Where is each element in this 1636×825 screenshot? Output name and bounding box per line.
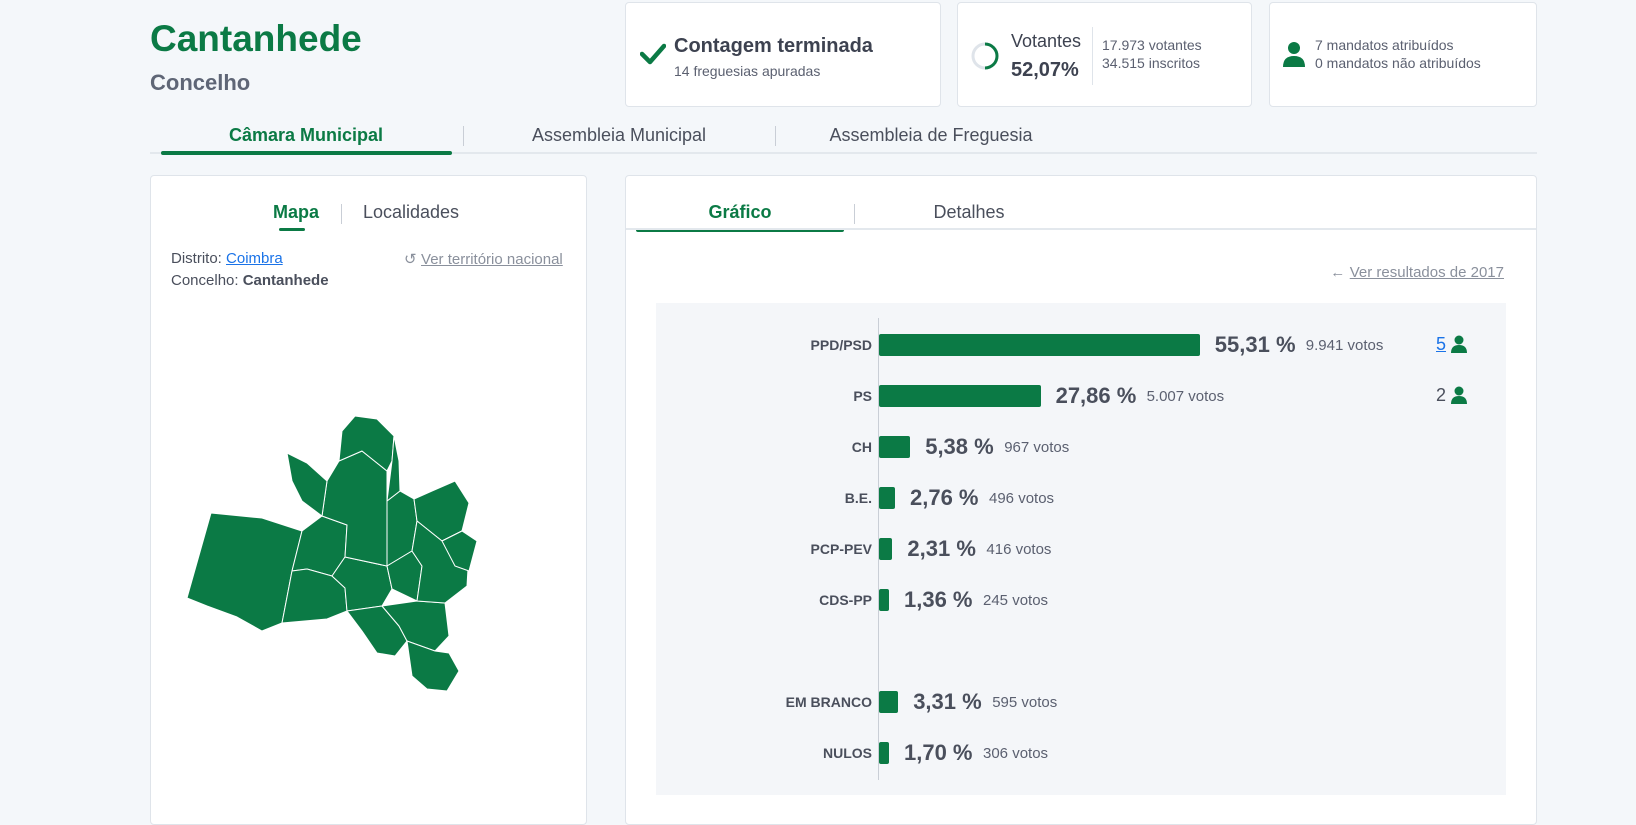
- check-icon: [640, 43, 666, 65]
- person-icon: [1283, 42, 1305, 67]
- seat-count[interactable]: 5: [1436, 334, 1447, 354]
- tab-divider: [463, 126, 464, 146]
- category-label: PS: [853, 388, 872, 404]
- votes-label: 496 votos: [989, 490, 1055, 507]
- previous-results-link[interactable]: Ver resultados de 2017: [1349, 264, 1504, 281]
- bar[interactable]: [879, 538, 893, 560]
- page-title: Cantanhede: [150, 18, 362, 59]
- tabs-baseline: [626, 228, 1536, 230]
- active-tab-indicator: [636, 228, 844, 232]
- national-territory-link[interactable]: Ver território nacional: [421, 251, 563, 268]
- category-label: CH: [851, 439, 872, 455]
- registered-count: 34.515 inscritos: [1102, 55, 1201, 71]
- progress-ring-icon: [971, 42, 999, 70]
- parish-shape: [321, 450, 388, 567]
- percentage-label: 2,31 %: [907, 536, 976, 561]
- seat-count: 2: [1436, 385, 1447, 405]
- votes-label: 595 votos: [992, 694, 1058, 711]
- category-label: PPD/PSD: [810, 337, 872, 353]
- seats-assigned: 7 mandatos atribuídos: [1315, 37, 1454, 53]
- active-tab-indicator: [161, 151, 452, 155]
- votes-label: 306 votos: [983, 745, 1049, 762]
- percentage-label: 3,31 %: [913, 689, 982, 714]
- category-label: B.E.: [844, 490, 872, 506]
- person-icon: [1451, 386, 1467, 404]
- category-label: CDS-PP: [819, 592, 872, 608]
- arrow-left-icon: ←: [1330, 264, 1346, 281]
- category-label: EM BRANCO: [785, 694, 872, 710]
- voters-count: 17.973 votantes: [1102, 37, 1202, 53]
- county-row: Concelho: Cantanhede: [171, 272, 329, 289]
- count-status-card: Contagem terminada 14 freguesias apurada…: [625, 2, 941, 107]
- parish-shape: [286, 452, 328, 517]
- voters-card: Votantes 52,07% 17.973 votantes 34.515 i…: [957, 2, 1252, 107]
- seats-card: 7 mandatos atribuídos 0 mandatos não atr…: [1269, 2, 1537, 107]
- tab-assembleia-freguesia[interactable]: Assembleia de Freguesia: [829, 125, 1033, 145]
- active-tab-indicator: [279, 228, 305, 231]
- person-icon: [1451, 335, 1467, 353]
- votes-label: 416 votos: [986, 541, 1052, 558]
- bar[interactable]: [879, 487, 895, 509]
- tab-camara-municipal[interactable]: Câmara Municipal: [228, 125, 384, 145]
- parish-shape: [406, 640, 460, 691]
- bar[interactable]: [879, 589, 889, 611]
- count-title: Contagem terminada: [674, 35, 873, 57]
- district-link[interactable]: Coimbra: [226, 250, 283, 267]
- votes-label: 967 votos: [1004, 439, 1070, 456]
- undo-icon: ↺: [404, 251, 417, 268]
- tab-mapa[interactable]: Mapa: [272, 202, 319, 222]
- percentage-label: 1,36 %: [904, 587, 973, 612]
- chart-area: [656, 303, 1506, 795]
- category-label: NULOS: [823, 745, 872, 761]
- tab-divider: [341, 204, 342, 224]
- percentage-label: 2,76 %: [910, 485, 979, 510]
- tab-localidades[interactable]: Localidades: [362, 202, 460, 222]
- percentage-label: 27,86 %: [1055, 383, 1137, 408]
- county-map[interactable]: [187, 391, 547, 691]
- count-subtitle: 14 freguesias apuradas: [674, 63, 821, 79]
- chart-axis: [878, 318, 879, 780]
- votes-label: 9.941 votos: [1305, 337, 1384, 354]
- tab-divider: [775, 126, 776, 146]
- votes-label: 5.007 votos: [1146, 388, 1225, 405]
- parish-shape: [187, 512, 303, 632]
- district-row: Distrito: Coimbra: [171, 250, 283, 267]
- national-link-row[interactable]: ↺ Ver território nacional: [404, 250, 563, 269]
- divider: [1092, 27, 1093, 85]
- percentage-label: 5,38 %: [925, 434, 994, 459]
- parish-shape: [386, 435, 401, 502]
- county-label: Concelho:: [171, 272, 239, 289]
- map-panel: Mapa Localidades Distrito: Coimbra Conce…: [150, 175, 587, 825]
- bar[interactable]: [879, 742, 889, 764]
- category-label: PCP-PEV: [810, 541, 872, 557]
- parish-shape: [441, 530, 478, 572]
- tabs-baseline: [150, 152, 1537, 154]
- county-value: Cantanhede: [242, 272, 329, 289]
- voters-label: Votantes: [1011, 31, 1082, 51]
- seats-unassigned: 0 mandatos não atribuídos: [1315, 55, 1481, 71]
- page-subtitle: Concelho: [150, 70, 251, 95]
- tab-divider: [854, 204, 855, 224]
- voters-percentage: 52,07%: [1011, 59, 1079, 81]
- percentage-label: 1,70 %: [904, 740, 973, 765]
- percentage-label: 55,31 %: [1214, 332, 1296, 357]
- bar[interactable]: [879, 691, 899, 713]
- tab-assembleia-municipal[interactable]: Assembleia Municipal: [531, 125, 707, 145]
- bar[interactable]: [879, 436, 911, 458]
- bar[interactable]: [879, 334, 1200, 356]
- previous-results-row[interactable]: ← Ver resultados de 2017: [1330, 264, 1504, 282]
- district-label: Distrito:: [171, 250, 222, 267]
- bar[interactable]: [879, 385, 1041, 407]
- votes-label: 245 votos: [983, 592, 1049, 609]
- tab-detalhes[interactable]: Detalhes: [933, 202, 1005, 222]
- tab-grafico[interactable]: Gráfico: [708, 202, 772, 222]
